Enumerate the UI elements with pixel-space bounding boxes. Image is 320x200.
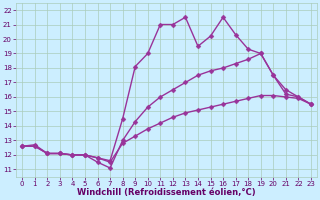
X-axis label: Windchill (Refroidissement éolien,°C): Windchill (Refroidissement éolien,°C): [77, 188, 256, 197]
